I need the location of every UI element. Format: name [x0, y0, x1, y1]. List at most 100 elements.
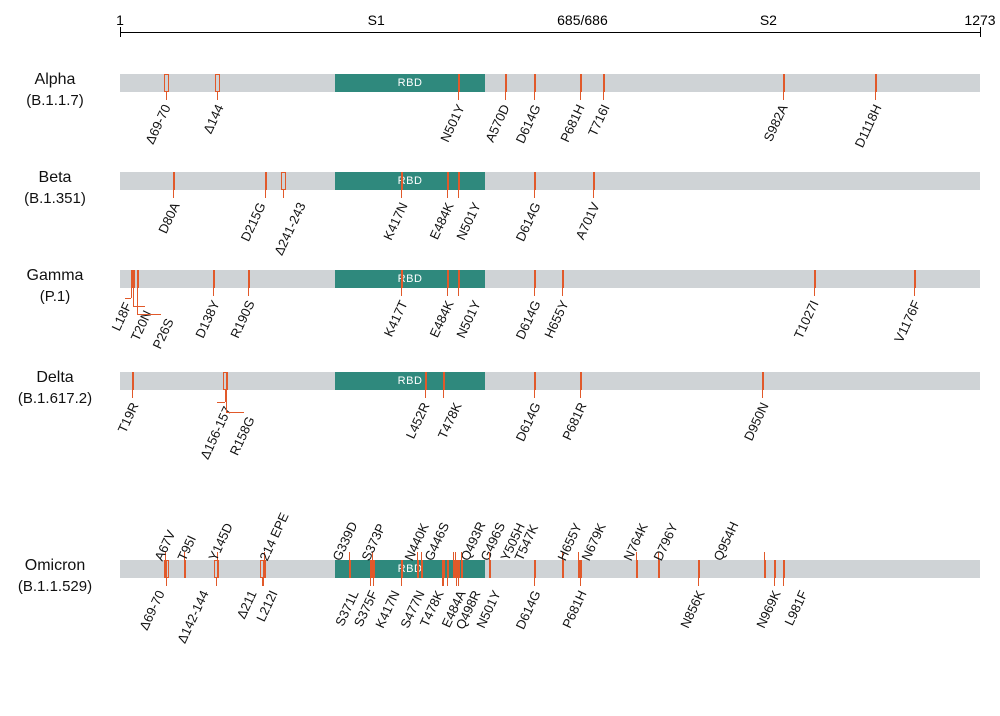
- mutation-label: E484K: [426, 298, 456, 340]
- mutation-tick: [458, 560, 460, 578]
- mutation-label: D1118H: [852, 102, 885, 150]
- mutation-stem: [458, 288, 459, 296]
- mutation-tick: [226, 372, 228, 390]
- mutation-tick: [636, 560, 638, 578]
- mutation-label: L452R: [403, 400, 433, 441]
- axis-label: 685/686: [557, 12, 608, 28]
- deletion-marker: [214, 560, 219, 578]
- mutation-label: S982A: [761, 102, 791, 144]
- protein-track: [120, 172, 980, 190]
- mutation-label: D614G: [513, 588, 544, 632]
- mutation-label: D950N: [741, 400, 772, 443]
- mutation-label: A67V: [151, 528, 178, 563]
- mutation-label: R190S: [227, 298, 257, 340]
- mutation-label: N501Y: [453, 298, 483, 340]
- deletion-marker: [215, 74, 220, 92]
- mutation-stem: [534, 92, 535, 100]
- mutation-tick: [914, 270, 916, 288]
- mutation-tick: [133, 270, 135, 288]
- mutation-stem: [263, 578, 264, 586]
- rbd-region: RBD: [335, 172, 485, 190]
- mutation-stem: [443, 578, 444, 586]
- mutation-stem: [132, 390, 133, 398]
- mutation-label: Δ69-70: [136, 588, 167, 632]
- mutation-stem: [456, 578, 457, 586]
- mutation-label: N764K: [620, 521, 650, 563]
- mutation-label: D138Y: [192, 298, 222, 340]
- mutation-tick: [417, 560, 419, 578]
- mutation-tick: [425, 372, 427, 390]
- mutation-label: T19R: [115, 400, 142, 435]
- mutation-stem: [461, 552, 462, 560]
- mutation-tick: [783, 74, 785, 92]
- mutation-label: T1027I: [791, 298, 822, 341]
- mutation-tick: [447, 270, 449, 288]
- variant-lineage: (B.1.1.7): [0, 91, 110, 111]
- mutation-label: Δ142-144: [174, 588, 211, 645]
- lead-line: [217, 402, 225, 403]
- mutation-stem: [166, 92, 167, 100]
- mutation-stem: [762, 390, 763, 398]
- protein-track: [120, 560, 980, 578]
- mutation-stem: [458, 190, 459, 198]
- mutation-tick: [534, 270, 536, 288]
- axis-tick: [120, 27, 121, 37]
- variant-name: Alpha: [0, 70, 110, 91]
- mutation-tick: [658, 560, 660, 578]
- mutation-tick: [458, 74, 460, 92]
- axis-label: 1273: [964, 12, 995, 28]
- mutation-label: D614G: [513, 102, 544, 146]
- mutation-tick: [401, 560, 403, 578]
- mutation-stem: [603, 92, 604, 100]
- mutation-stem: [534, 578, 535, 586]
- mutation-stem: [458, 92, 459, 100]
- mutation-label: Y145D: [206, 521, 236, 563]
- mutation-tick: [458, 270, 460, 288]
- mutation-tick: [443, 372, 445, 390]
- mutation-tick: [137, 270, 139, 288]
- mutation-stem: [783, 92, 784, 100]
- mutation-label: H655Y: [541, 298, 571, 340]
- mutation-stem: [447, 190, 448, 198]
- mutation-label: K417N: [380, 200, 410, 242]
- mutation-stem: [443, 390, 444, 398]
- lead-line: [137, 314, 161, 315]
- variant-name: Beta: [0, 168, 110, 189]
- mutation-label: D614G: [513, 400, 544, 444]
- variant-name: Delta: [0, 368, 110, 389]
- axis-label: S1: [368, 12, 385, 28]
- mutation-stem: [764, 552, 765, 560]
- mutation-stem: [580, 578, 581, 586]
- mutation-stem: [425, 390, 426, 398]
- mutation-label: P681H: [557, 102, 587, 144]
- variant-lineage: (B.1.1.529): [0, 577, 110, 597]
- mutation-label: Δ241-243: [271, 200, 308, 257]
- mutation-tick: [373, 560, 375, 578]
- mutation-stem: [783, 578, 784, 586]
- mutation-tick: [447, 560, 449, 578]
- mutation-tick: [814, 270, 816, 288]
- protein-track: [120, 372, 980, 390]
- mutation-tick: [184, 560, 186, 578]
- mutation-tick: [534, 74, 536, 92]
- axis: 1S1685/686S21273: [120, 18, 980, 48]
- mutation-stem: [401, 190, 402, 198]
- mutation-stem: [698, 578, 699, 586]
- mutation-stem: [213, 288, 214, 296]
- mutation-label: K417T: [381, 298, 411, 339]
- mutation-tick: [603, 74, 605, 92]
- mutation-label: P681H: [559, 588, 589, 630]
- mutation-tick: [505, 74, 507, 92]
- axis-label: 1: [116, 12, 124, 28]
- mutation-stem: [349, 552, 350, 560]
- mutation-tick: [447, 172, 449, 190]
- mutation-tick: [173, 172, 175, 190]
- mutation-tick: [698, 560, 700, 578]
- mutation-tick: [263, 560, 265, 578]
- mutation-stem: [562, 288, 563, 296]
- variant-label: Beta(B.1.351): [0, 168, 110, 208]
- mutation-label: N969K: [754, 588, 784, 630]
- mutation-stem: [370, 578, 371, 586]
- deletion-marker: [164, 74, 169, 92]
- mutation-stem: [914, 288, 915, 296]
